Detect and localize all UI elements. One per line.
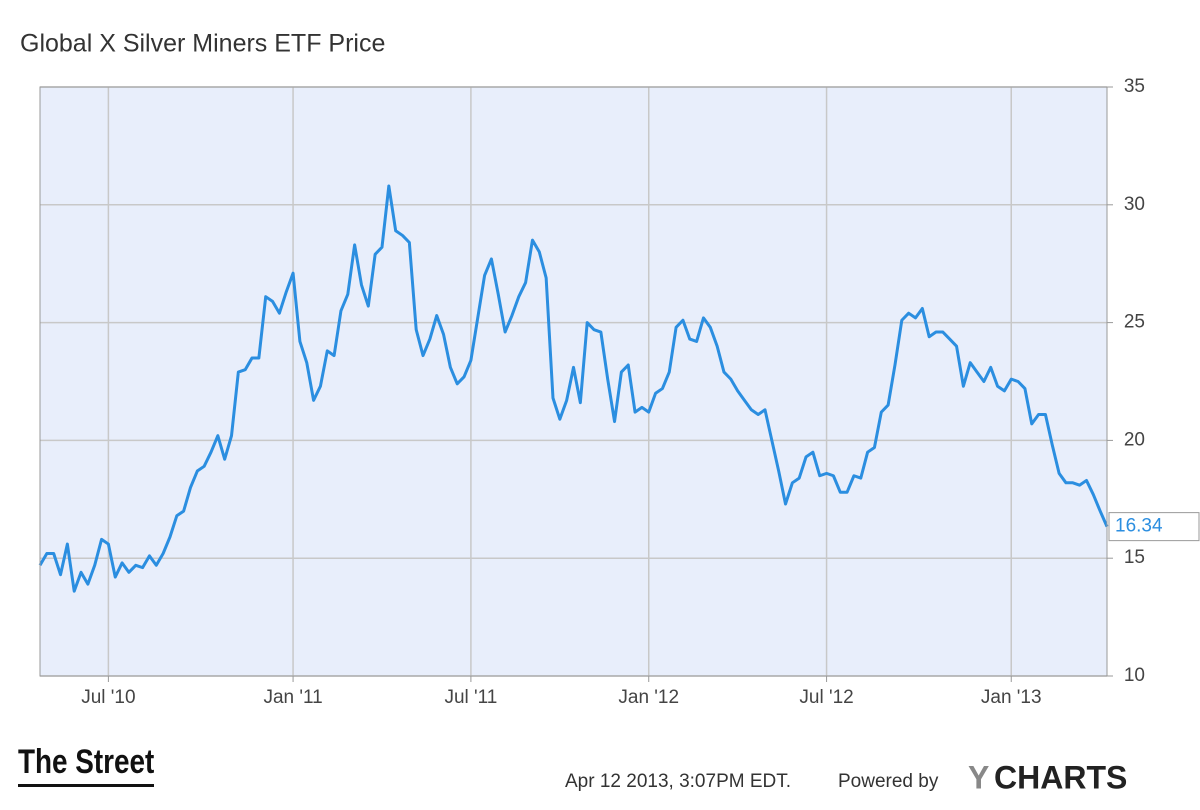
y-tick-label: 15 [1124, 547, 1145, 568]
x-tick-label: Jan '12 [618, 687, 679, 708]
brand-y: Y [968, 759, 989, 795]
timestamp: Apr 12 2013, 3:07PM EDT. [565, 771, 791, 792]
y-tick-label: 35 [1124, 76, 1145, 97]
y-tick-label: 20 [1124, 429, 1145, 450]
logo-underline [18, 784, 154, 787]
logo-text: The Street [18, 742, 154, 780]
price-line [38, 184, 1109, 593]
x-tick-label: Jul '11 [444, 687, 497, 708]
plot-border [39, 86, 1108, 677]
last-value-label: 16.34 [1115, 516, 1163, 537]
last-value-box [1108, 512, 1200, 542]
x-tick-label: Jul '12 [799, 687, 853, 708]
y-tick-label: 30 [1124, 194, 1145, 215]
x-tick-label: Jul '10 [81, 687, 135, 708]
logo: The Street [18, 742, 154, 787]
x-tick-label: Jan '11 [263, 687, 322, 708]
credit: Powered by [838, 771, 939, 792]
x-tick-label: Jan '13 [981, 687, 1042, 708]
y-tick-label: 10 [1124, 665, 1145, 686]
chart-title: Global X Silver Miners ETF Price [20, 30, 385, 58]
plot-area [40, 87, 1107, 676]
y-tick-label: 25 [1124, 312, 1145, 333]
brand-rest: CHARTS [994, 759, 1127, 795]
